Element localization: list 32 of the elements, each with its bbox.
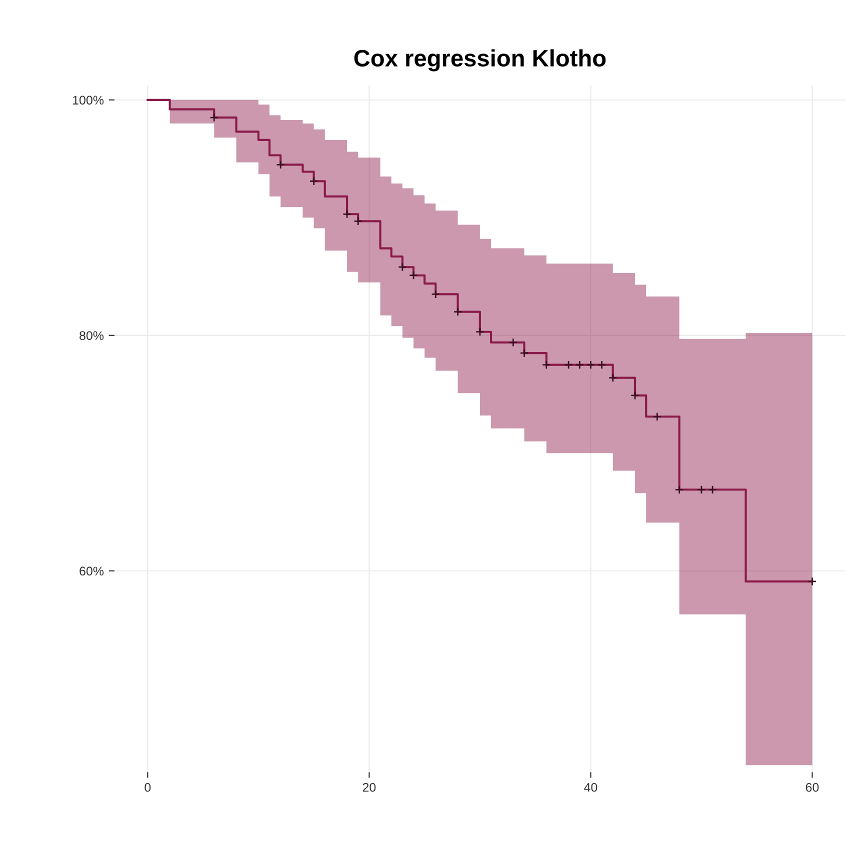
point [398,262,407,272]
point [630,390,640,400]
point [652,412,662,422]
point [408,270,418,280]
point [431,290,440,299]
point [608,373,618,382]
point [542,360,551,370]
x-tick-label: 60 [806,782,819,792]
x-tick-label: 40 [584,782,598,792]
point [210,113,219,122]
point [564,360,574,370]
y-tick-label: 100% [73,96,104,105]
point [508,338,518,347]
point [575,360,584,370]
point [808,576,817,586]
x-tick-label: 20 [362,782,376,792]
x-tick-label: 0 [144,782,151,792]
y-tick-label: 80% [80,331,104,340]
point [342,210,352,219]
y-tick-label: 60% [80,566,104,576]
point [597,360,606,370]
chart-title: Cox regression Klotho [354,49,606,72]
point [520,348,529,358]
point [309,176,318,186]
point [708,485,718,494]
point [475,327,484,336]
point [354,216,363,226]
point [276,160,286,170]
point [586,360,596,370]
point [453,307,462,316]
point [696,485,706,494]
point [674,485,684,494]
